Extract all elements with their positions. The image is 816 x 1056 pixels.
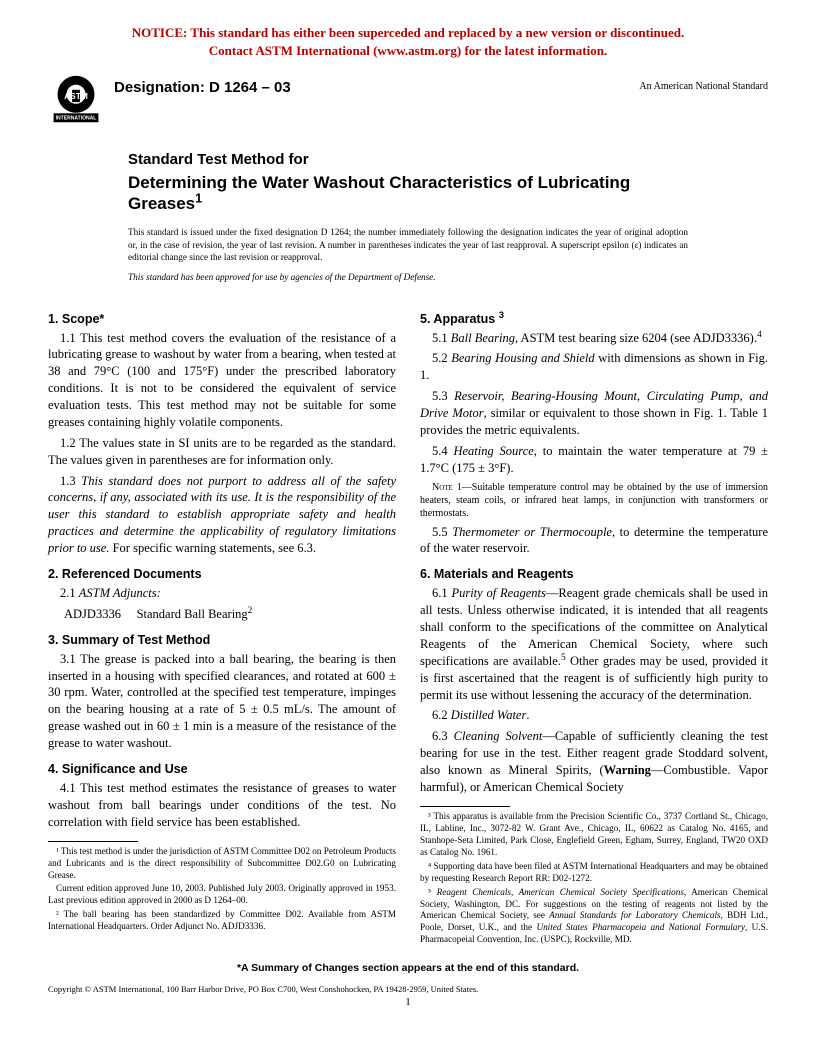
app-5-4-term: Heating Source bbox=[453, 444, 533, 458]
apparatus-head: 5. Apparatus 3 bbox=[420, 312, 768, 326]
header-row: ASTM INTERNATIONAL Designation: D 1264 –… bbox=[48, 73, 768, 129]
app-5-3-num: 5.3 bbox=[432, 389, 454, 403]
footnote-3: ³ This apparatus is available from the P… bbox=[420, 811, 768, 859]
adjunct-code: ADJD3336 bbox=[64, 607, 121, 621]
app-5-1-rest: , ASTM test bearing size 6204 (see ADJD3… bbox=[515, 331, 757, 345]
apparatus-head-text: 5. Apparatus bbox=[420, 312, 499, 326]
title-prefix: Standard Test Method for bbox=[128, 151, 688, 170]
mat-6-1-num: 6.1 bbox=[432, 586, 451, 600]
footnotes-right: ³ This apparatus is available from the P… bbox=[420, 811, 768, 946]
footnote-rule-left bbox=[48, 841, 138, 842]
apparatus-head-sup: 3 bbox=[499, 309, 504, 319]
summary-3-1: 3.1 The grease is packed into a ball bea… bbox=[48, 651, 396, 752]
title-block: Standard Test Method for Determining the… bbox=[128, 151, 688, 214]
sig-head: 4. Significance and Use bbox=[48, 762, 396, 776]
app-5-2-term: Bearing Housing and Shield bbox=[451, 351, 594, 365]
notice-line2: Contact ASTM International (www.astm.org… bbox=[48, 42, 768, 60]
column-right: 5. Apparatus 3 5.1 Ball Bearing, ASTM te… bbox=[420, 302, 768, 949]
svg-text:INTERNATIONAL: INTERNATIONAL bbox=[56, 116, 97, 122]
mat-6-2-num: 6.2 bbox=[432, 708, 451, 722]
summary-of-changes-note: *A Summary of Changes section appears at… bbox=[48, 962, 768, 974]
dod-note: This standard has been approved for use … bbox=[128, 272, 768, 282]
page-number: 1 bbox=[48, 996, 768, 1008]
footnote-2: ² The ball bearing has been standardized… bbox=[48, 909, 396, 933]
scope-head: 1. Scope* bbox=[48, 312, 396, 326]
app-5-5-term: Thermometer or Thermocouple bbox=[452, 525, 612, 539]
scope-1-3: 1.3 This standard does not purport to ad… bbox=[48, 473, 396, 557]
two-column-body: 1. Scope* 1.1 This test method covers th… bbox=[48, 302, 768, 949]
scope-1-3-tail: For specific warning statements, see 6.3… bbox=[109, 541, 316, 555]
refdocs-2-1-ital: ASTM Adjuncts: bbox=[79, 586, 161, 600]
footnote-5: ⁵ Reagent Chemicals, American Chemical S… bbox=[420, 887, 768, 947]
ans-label: An American National Standard bbox=[639, 81, 768, 92]
fn5-f: United States Pharmacopeia and National … bbox=[536, 922, 745, 932]
apparatus-5-3: 5.3 Reservoir, Bearing-Housing Mount, Ci… bbox=[420, 388, 768, 439]
title-main: Determining the Water Washout Characteri… bbox=[128, 172, 688, 215]
adjunct-line: ADJD3336 Standard Ball Bearing2 bbox=[64, 606, 396, 623]
materials-6-1: 6.1 Purity of Reagents—Reagent grade che… bbox=[420, 585, 768, 703]
footnote-rule-right bbox=[420, 806, 510, 807]
mat-6-1-term: Purity of Reagents bbox=[451, 586, 545, 600]
mat-6-3-warning: Warning bbox=[604, 763, 651, 777]
app-5-5-num: 5.5 bbox=[432, 525, 452, 539]
fn5-b: Reagent Chemicals, American Chemical Soc… bbox=[437, 887, 684, 897]
note-1-label: Note 1 bbox=[432, 482, 462, 493]
svg-text:ASTM: ASTM bbox=[64, 91, 88, 101]
app-5-1-term: Ball Bearing bbox=[451, 331, 515, 345]
notice-line1: NOTICE: This standard has either been su… bbox=[48, 24, 768, 42]
apparatus-5-4: 5.4 Heating Source, to maintain the wate… bbox=[420, 443, 768, 477]
scope-1-1: 1.1 This test method covers the evaluati… bbox=[48, 330, 396, 431]
footnotes-left: ¹ This test method is under the jurisdic… bbox=[48, 846, 396, 934]
scope-1-3-lead: 1.3 bbox=[60, 474, 81, 488]
app-5-4-num: 5.4 bbox=[432, 444, 453, 458]
mat-6-3-num: 6.3 bbox=[432, 729, 454, 743]
footnotes-right-wrap: ³ This apparatus is available from the P… bbox=[420, 806, 768, 946]
astm-logo: ASTM INTERNATIONAL bbox=[48, 73, 104, 129]
mat-6-2-term: Distilled Water bbox=[451, 708, 527, 722]
note-1: Note 1—Suitable temperature control may … bbox=[420, 481, 768, 520]
mat-6-2-rest: . bbox=[526, 708, 529, 722]
notice-banner: NOTICE: This standard has either been su… bbox=[48, 24, 768, 59]
refdocs-2-1: 2.1 ASTM Adjuncts: bbox=[48, 585, 396, 602]
note-1-text: —Suitable temperature control may be obt… bbox=[420, 482, 768, 519]
footnote-1b: Current edition approved June 10, 2003. … bbox=[48, 883, 396, 907]
apparatus-5-1: 5.1 Ball Bearing, ASTM test bearing size… bbox=[420, 330, 768, 347]
fn5-d: Annual Standards for Laboratory Chemical… bbox=[549, 910, 721, 920]
apparatus-5-5: 5.5 Thermometer or Thermocouple, to dete… bbox=[420, 524, 768, 558]
apparatus-5-2: 5.2 Bearing Housing and Shield with dime… bbox=[420, 350, 768, 384]
materials-6-2: 6.2 Distilled Water. bbox=[420, 707, 768, 724]
mat-6-3-term: Cleaning Solvent bbox=[454, 729, 543, 743]
title-main-text: Determining the Water Washout Characteri… bbox=[128, 173, 630, 213]
summary-head: 3. Summary of Test Method bbox=[48, 633, 396, 647]
materials-6-3: 6.3 Cleaning Solvent—Capable of sufficie… bbox=[420, 728, 768, 796]
footnotes-left-wrap: ¹ This test method is under the jurisdic… bbox=[48, 841, 396, 934]
adjunct-label: Standard Ball Bearing bbox=[137, 607, 248, 621]
materials-head: 6. Materials and Reagents bbox=[420, 567, 768, 581]
sig-4-1: 4.1 This test method estimates the resis… bbox=[48, 780, 396, 831]
designation: Designation: D 1264 – 03 bbox=[114, 79, 291, 96]
fixed-designation-note: This standard is issued under the fixed … bbox=[128, 226, 688, 263]
refdocs-2-1-num: 2.1 bbox=[60, 586, 79, 600]
copyright-line: Copyright © ASTM International, 100 Barr… bbox=[48, 984, 768, 994]
scope-1-2: 1.2 The values state in SI units are to … bbox=[48, 435, 396, 469]
footnote-4: ⁴ Supporting data have been filed at AST… bbox=[420, 861, 768, 885]
adjunct-sup: 2 bbox=[248, 606, 253, 616]
column-left: 1. Scope* 1.1 This test method covers th… bbox=[48, 302, 396, 949]
header-left: ASTM INTERNATIONAL Designation: D 1264 –… bbox=[48, 73, 291, 129]
refdocs-head: 2. Referenced Documents bbox=[48, 567, 396, 581]
title-sup: 1 bbox=[195, 190, 202, 205]
page-root: NOTICE: This standard has either been su… bbox=[0, 0, 816, 1056]
app-5-2-num: 5.2 bbox=[432, 351, 451, 365]
footnote-1: ¹ This test method is under the jurisdic… bbox=[48, 846, 396, 882]
app-5-1-sup: 4 bbox=[757, 329, 762, 339]
fn5-a: ⁵ bbox=[428, 887, 437, 897]
app-5-1-num: 5.1 bbox=[432, 331, 451, 345]
